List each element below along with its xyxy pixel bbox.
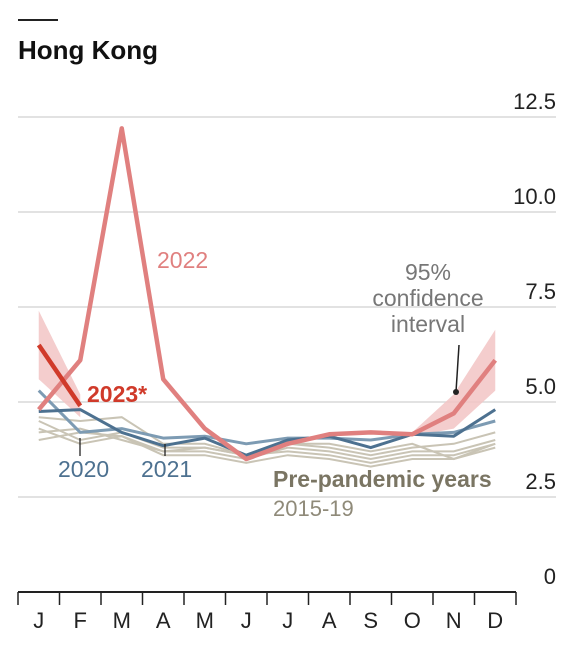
x-tick-label: A [322,608,337,633]
x-tick-label: D [487,608,503,633]
series-label: 2023* [87,381,147,407]
y-tick-label: 2.5 [525,469,556,494]
y-tick-label: 5.0 [525,374,556,399]
y-tick-label: 7.5 [525,279,556,304]
y-tick-label: 10.0 [513,184,556,209]
x-tick-label: S [363,608,378,633]
confidence-band [412,329,496,437]
series-label: 2021 [141,456,192,482]
ci-label: 95% [405,259,451,285]
y-tick-label: 12.5 [513,89,556,114]
series-line [36,343,83,408]
pre-pandemic-sublabel: 2015-19 [273,496,354,521]
series-line [38,408,497,457]
chart-title: Hong Kong [18,35,158,65]
series-label: 2020 [58,456,109,482]
series-line [37,126,498,462]
x-tick-label: F [74,608,87,633]
x-tick-label: J [241,608,252,633]
x-tick-label: M [113,608,131,633]
x-tick-label: O [404,608,421,633]
pre-pandemic-label: Pre-pandemic years [273,466,492,492]
ci-label: confidence [372,285,483,311]
x-tick-label: M [196,608,214,633]
x-tick-label: J [282,608,293,633]
ci-leader-dot [453,389,459,395]
x-tick-label: A [156,608,171,633]
x-tick-label: N [446,608,462,633]
x-tick-label: J [33,608,44,633]
y-tick-label: 0 [544,564,556,589]
pre-pandemic-line [38,431,496,468]
series-label: 2022 [157,247,208,273]
ci-label: interval [391,311,465,337]
ci-leader [455,344,460,393]
